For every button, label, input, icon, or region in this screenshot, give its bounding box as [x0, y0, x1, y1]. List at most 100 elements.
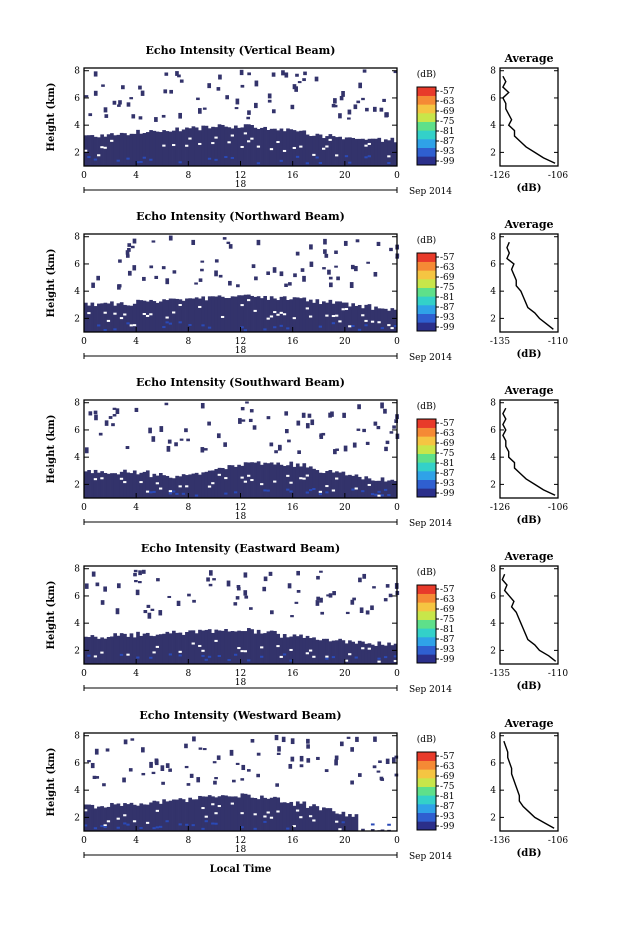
echo-cell — [256, 461, 261, 498]
echo-gap — [318, 490, 323, 493]
echo-patch — [302, 275, 306, 282]
echo-patch — [116, 583, 121, 589]
echo-cell — [100, 806, 104, 831]
echo-cell — [110, 473, 114, 498]
echo-patch — [246, 769, 251, 772]
echo-cell — [295, 801, 300, 831]
echo-patch — [147, 612, 152, 619]
echo-cell — [338, 472, 342, 498]
echo-gap — [256, 145, 261, 148]
echo-gap — [237, 647, 241, 650]
echo-speck — [325, 657, 329, 660]
y-tick-label: 2 — [74, 813, 80, 823]
echo-gap — [247, 140, 251, 143]
echo-cell — [97, 806, 101, 831]
echo-cell — [230, 128, 235, 166]
echo-gap — [390, 327, 395, 330]
echo-patch — [126, 102, 131, 107]
echo-cell — [344, 302, 349, 332]
echo-gap — [100, 651, 104, 654]
echo-cell — [168, 298, 173, 332]
echo-cell — [383, 308, 388, 332]
echo-speck — [286, 827, 290, 830]
echo-gap — [361, 647, 365, 650]
echo-gap — [250, 479, 254, 482]
echo-cell — [198, 795, 202, 831]
echo-gap — [282, 149, 287, 152]
echo-patch — [94, 748, 99, 755]
echo-patch — [88, 411, 93, 416]
echo-cell — [168, 800, 173, 831]
echo-patch — [290, 738, 295, 745]
echo-gap — [377, 494, 382, 497]
y-tick-label: 2 — [74, 480, 80, 490]
echo-gap — [260, 483, 264, 486]
x-tick-label: 16 — [287, 337, 299, 347]
echo-speck — [289, 659, 294, 662]
echo-patch — [388, 593, 393, 598]
echo-cell — [211, 126, 215, 166]
echo-speck — [119, 653, 124, 656]
profile-title: Average — [503, 52, 553, 65]
echo-patch — [354, 265, 358, 272]
echo-patch — [333, 449, 337, 455]
echo-speck — [103, 826, 108, 829]
echo-patch — [125, 250, 130, 255]
echo-cell — [152, 800, 157, 831]
echo-speck — [253, 827, 258, 830]
echo-cell — [276, 797, 281, 831]
echo-patch — [134, 407, 139, 412]
echo-patch — [151, 771, 156, 775]
profile-frame — [499, 67, 559, 167]
echo-patch — [376, 241, 381, 246]
echo-speck — [191, 824, 196, 827]
echo-patch — [306, 738, 310, 744]
colorbar-band — [417, 87, 436, 96]
echo-patch — [235, 596, 240, 600]
echo-cell — [136, 805, 140, 831]
echo-cell — [142, 804, 147, 831]
echo-patch — [324, 253, 329, 258]
echo-patch — [284, 411, 289, 416]
echo-cell — [383, 645, 388, 664]
echo-cell — [126, 472, 131, 498]
echo-speck — [247, 659, 251, 662]
echo-cell — [338, 638, 342, 664]
x-tick-label: 8 — [185, 836, 191, 846]
echo-patch — [309, 261, 314, 267]
echo-patch — [328, 412, 332, 418]
echo-cell — [374, 138, 378, 166]
echo-cell — [315, 299, 320, 332]
echo-cell — [256, 296, 261, 332]
echo-patch — [297, 81, 302, 84]
echo-patch — [91, 571, 96, 577]
echo-patch — [91, 282, 95, 288]
echo-patch — [254, 102, 258, 109]
echo-gap — [149, 313, 153, 316]
echo-gap — [227, 141, 232, 144]
echo-patch — [174, 442, 178, 447]
profile-x-tick-label: -126 — [490, 503, 510, 513]
echo-cell — [211, 296, 215, 332]
echo-speck — [387, 494, 391, 497]
echo-cell — [315, 470, 320, 498]
y-tick-label: 6 — [74, 94, 80, 104]
echo-gap — [305, 652, 310, 655]
colorbar-tick-label: -87 — [440, 469, 455, 479]
echo-patch — [140, 90, 145, 96]
colorbar-tick-label: -93 — [440, 479, 455, 489]
echo-cell — [344, 643, 349, 664]
echo-patch — [385, 584, 390, 588]
echo-cell — [149, 130, 153, 166]
colorbar-tick-label: -63 — [440, 97, 455, 107]
echo-speck — [93, 158, 98, 161]
echo-patch — [370, 605, 374, 611]
colorbar-frame — [416, 584, 437, 664]
echo-gap — [211, 803, 215, 806]
echo-gap — [178, 485, 183, 488]
colorbar-tick-label: -57 — [440, 419, 455, 429]
echo-patch — [161, 781, 165, 785]
echo-cell — [295, 297, 300, 332]
echo-patch — [356, 100, 361, 104]
echo-patch — [158, 610, 163, 616]
